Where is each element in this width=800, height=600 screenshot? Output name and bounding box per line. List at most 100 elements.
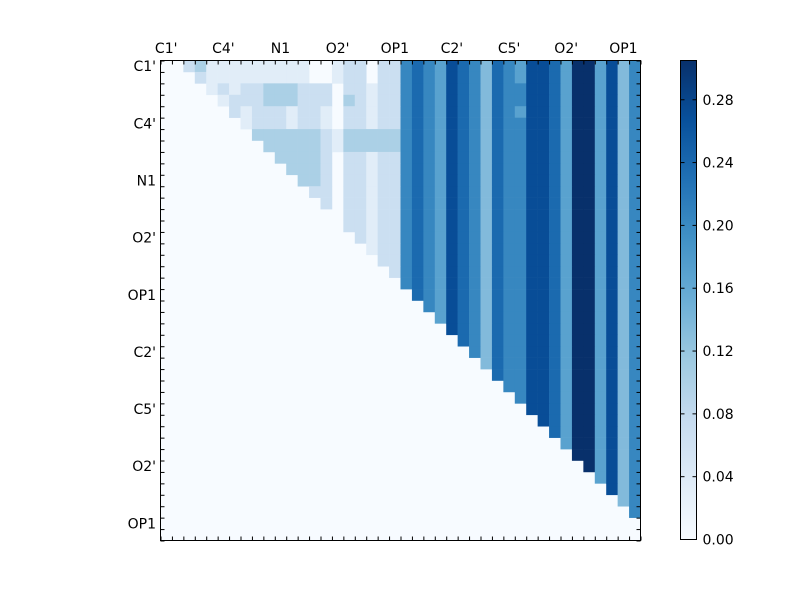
heatmap-cell: [320, 163, 333, 176]
heatmap-cell: [251, 129, 264, 141]
heatmap-cell: [606, 266, 618, 278]
heatmap-cell: [617, 220, 630, 233]
heatmap-cell: [320, 186, 333, 198]
heatmap-cell: [491, 323, 504, 336]
heatmap-cell: [286, 106, 298, 118]
heatmap-cell: [251, 117, 264, 130]
x-tick-label: OP1: [381, 41, 409, 57]
heatmap-cell: [446, 117, 458, 130]
heatmap-cell: [594, 334, 607, 347]
heatmap-cell: [583, 449, 596, 461]
heatmap-cell: [491, 117, 504, 130]
heatmap-cell: [503, 71, 516, 84]
heatmap-cell: [549, 140, 561, 153]
heatmap-cell: [560, 231, 573, 244]
heatmap-cell: [503, 254, 516, 267]
heatmap-cell: [583, 346, 596, 358]
heatmap-cell: [537, 209, 550, 221]
y-tick-label: C5': [133, 402, 156, 418]
heatmap-cell: [571, 209, 584, 221]
heatmap-cell: [606, 117, 618, 130]
heatmap-cell: [560, 209, 573, 221]
heatmap-cell: [629, 494, 641, 507]
heatmap-cell: [537, 289, 550, 301]
heatmap-cell: [457, 197, 470, 210]
heatmap-cell: [617, 471, 630, 484]
heatmap-cell: [571, 163, 584, 176]
heatmap-cell: [526, 346, 538, 358]
heatmap-cell: [377, 151, 390, 164]
heatmap-cell: [400, 220, 413, 233]
heatmap-cell: [549, 311, 561, 324]
heatmap-cell: [503, 197, 516, 210]
heatmap-cell: [343, 83, 356, 96]
heatmap-cell: [320, 94, 333, 107]
heatmap-cell: [526, 357, 538, 370]
heatmap-cell: [503, 380, 516, 393]
heatmap-cell: [480, 311, 493, 324]
heatmap-cell: [594, 94, 607, 107]
heatmap-cell: [309, 174, 321, 187]
y-tick-label: O2': [132, 231, 156, 247]
heatmap-cell: [526, 243, 538, 256]
heatmap-cell: [583, 334, 596, 347]
heatmap-cell: [549, 243, 561, 256]
heatmap-cell: [469, 346, 481, 358]
heatmap-cell: [560, 437, 573, 450]
heatmap-cell: [583, 220, 596, 233]
heatmap-cell: [366, 83, 378, 96]
heatmap-cell: [411, 71, 424, 84]
heatmap-cell: [514, 163, 527, 176]
heatmap-cell: [446, 186, 458, 198]
heatmap-cell: [594, 106, 607, 118]
heatmap-cell: [320, 129, 333, 141]
heatmap-cell: [480, 151, 493, 164]
heatmap-cell: [583, 426, 596, 438]
heatmap-cell: [491, 334, 504, 347]
heatmap-cell: [503, 311, 516, 324]
heatmap-cell: [526, 163, 538, 176]
heatmap-cell: [526, 334, 538, 347]
heatmap-cell: [411, 254, 424, 267]
heatmap-cell: [606, 483, 618, 496]
heatmap-cell: [560, 94, 573, 107]
heatmap-cell: [526, 71, 538, 84]
heatmap-cell: [354, 151, 367, 164]
heatmap-cell: [560, 60, 573, 73]
heatmap-cell: [560, 426, 573, 438]
heatmap-cell: [571, 254, 584, 267]
heatmap-cell: [274, 71, 287, 84]
heatmap-cell: [594, 83, 607, 96]
heatmap-cell: [434, 60, 447, 73]
heatmap-cell: [503, 174, 516, 187]
heatmap-cell: [571, 437, 584, 450]
heatmap-cell: [537, 60, 550, 73]
heatmap-cell: [617, 231, 630, 244]
heatmap-cell: [343, 94, 356, 107]
heatmap-cell: [491, 254, 504, 267]
heatmap-cell: [434, 197, 447, 210]
heatmap-cell: [423, 129, 436, 141]
heatmap-cell: [617, 243, 630, 256]
heatmap-cell: [571, 334, 584, 347]
y-tick-label: OP1: [128, 288, 156, 304]
heatmap-cell: [377, 60, 390, 73]
heatmap-cell: [297, 83, 310, 96]
heatmap-cell: [594, 289, 607, 301]
heatmap-cell: [549, 174, 561, 187]
heatmap-cell: [526, 209, 538, 221]
heatmap-cell: [320, 106, 333, 118]
heatmap-cell: [366, 197, 378, 210]
heatmap-cell: [594, 174, 607, 187]
heatmap-cell: [629, 94, 641, 107]
heatmap-cell: [491, 243, 504, 256]
heatmap-cell: [446, 60, 458, 73]
heatmap-cell: [594, 151, 607, 164]
heatmap-cell: [617, 437, 630, 450]
heatmap-cell: [617, 140, 630, 153]
heatmap-cell: [457, 151, 470, 164]
heatmap-cell: [469, 129, 481, 141]
colorbar-tick-label: 0.00: [703, 533, 734, 549]
heatmap-cell: [457, 174, 470, 187]
heatmap-cell: [617, 117, 630, 130]
